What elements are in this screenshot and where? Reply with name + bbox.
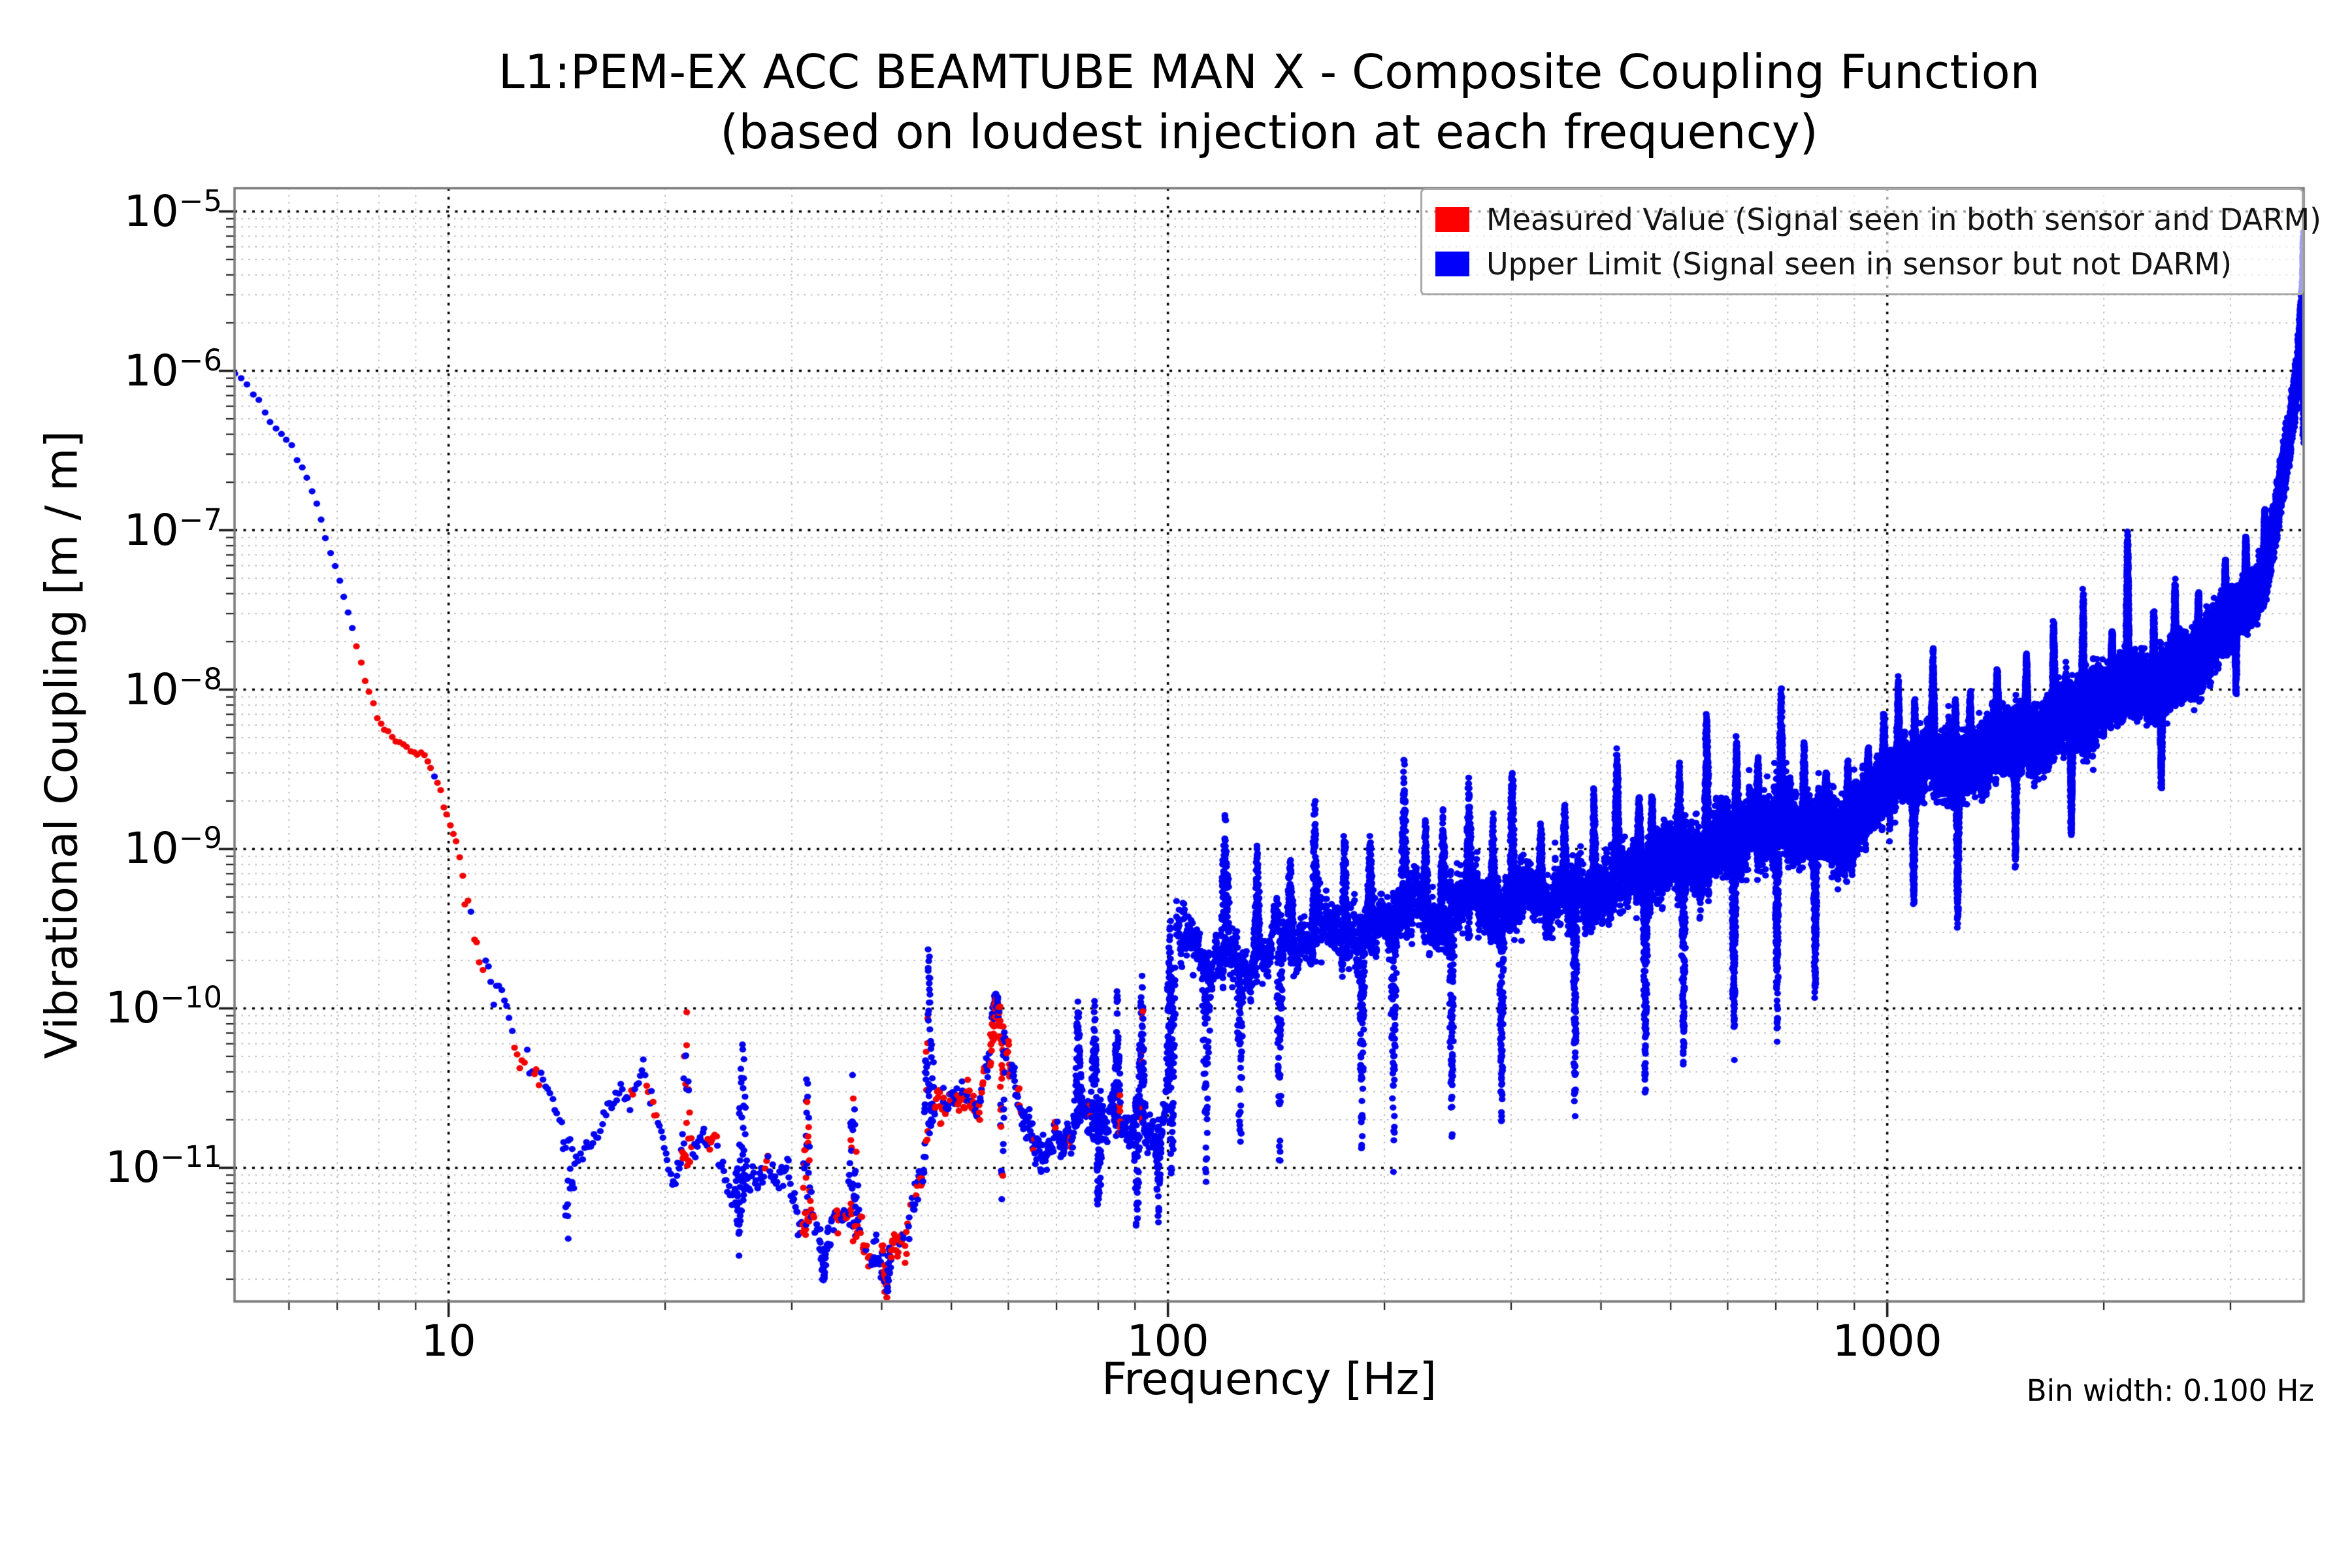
x-tick-label: 10 [421, 1316, 476, 1366]
chart-title: L1:PEM-EX ACC BEAMTUBE MAN X - Composite… [235, 42, 2304, 162]
x-tick-label: 1000 [1832, 1316, 1942, 1366]
legend-item-upper-limit: Upper Limit (Signal seen in sensor but n… [1435, 243, 2302, 285]
legend-label-measured: Measured Value (Signal seen in both sens… [1486, 202, 2322, 237]
chart-title-line1: L1:PEM-EX ACC BEAMTUBE MAN X - Composite… [498, 44, 2040, 99]
legend: Measured Value (Signal seen in both sens… [1420, 188, 2321, 295]
y-tick-label: 10−8 [123, 661, 222, 715]
bin-width-note: Bin width: 0.100 Hz [2026, 1373, 2314, 1408]
chart-title-line2: (based on loudest injection at each freq… [720, 105, 1818, 159]
y-tick-label: 10−7 [123, 502, 222, 555]
legend-item-measured: Measured Value (Signal seen in both sens… [1435, 199, 2321, 240]
y-tick-label: 10−10 [105, 980, 222, 1034]
y-tick-label: 10−11 [105, 1139, 222, 1193]
y-tick-label: 10−5 [123, 183, 222, 237]
upper-limit-swatch [1435, 252, 1469, 276]
measured-value-swatch [1435, 207, 1469, 232]
legend-label-upper-limit: Upper Limit (Signal seen in sensor but n… [1486, 246, 2232, 282]
x-tick-label: 100 [1126, 1316, 1209, 1366]
x-axis-label: Frequency [Hz] [1102, 1354, 1437, 1405]
y-tick-label: 10−6 [123, 342, 222, 396]
y-tick-label: 10−9 [123, 821, 222, 874]
